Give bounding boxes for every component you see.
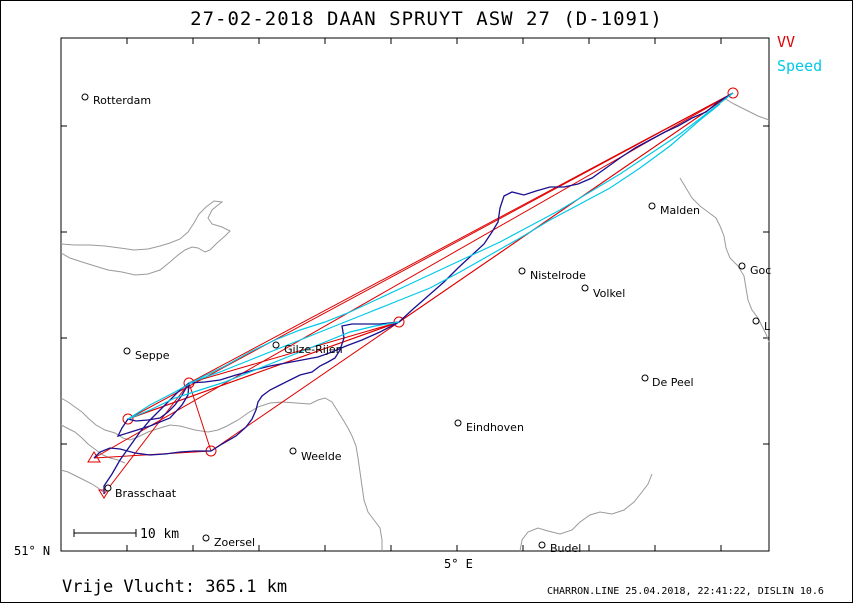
city-label: Eindhoven — [466, 421, 524, 434]
start-triangle — [87, 451, 101, 463]
plot-border — [60, 37, 770, 552]
turnpoint-circle — [122, 413, 134, 425]
axis-ticks — [61, 38, 769, 551]
city-label: De Peel — [652, 376, 694, 389]
city-label: Gilze-Rijen — [284, 343, 343, 356]
scale-bar: 10 km — [73, 527, 179, 542]
city-label: Budel — [550, 542, 581, 555]
city-label: Malden — [660, 204, 700, 217]
flight-track — [93, 92, 734, 494]
city-label: Goc — [750, 264, 771, 277]
city-label: Weelde — [301, 450, 342, 463]
city-label: Rotterdam — [93, 94, 151, 107]
lat-label: 51° N — [14, 544, 50, 558]
distance-label: Vrije Vlucht: 365.1 km — [62, 577, 288, 597]
speed-track — [127, 92, 734, 420]
city-label: Brasschaat — [115, 487, 177, 500]
lon-label: 5° E — [444, 557, 473, 571]
task-lines — [93, 92, 734, 495]
scale-bar-label: 10 km — [140, 527, 179, 542]
turnpoints — [87, 87, 739, 499]
coastline — [60, 97, 770, 552]
page-title: 27-02-2018 DAAN SPRUYT ASW 27 (D-1091) — [190, 8, 663, 30]
city-label: Zoersel — [214, 536, 255, 549]
city-label: L — [764, 320, 771, 333]
credit-label: CHARRON.LINE 25.04.2018, 22:41:22, DISLI… — [547, 586, 824, 597]
city-label: Nistelrode — [530, 269, 586, 282]
city-markers: Rotterdam Seppe Gilze-Rijen Brasschaat W… — [81, 93, 771, 555]
legend-vv: VV — [777, 33, 796, 51]
city-label: Volkel — [593, 287, 625, 300]
legend-speed: Speed — [777, 57, 823, 75]
city-label: Seppe — [135, 349, 170, 362]
turnpoint-circle — [727, 87, 739, 99]
